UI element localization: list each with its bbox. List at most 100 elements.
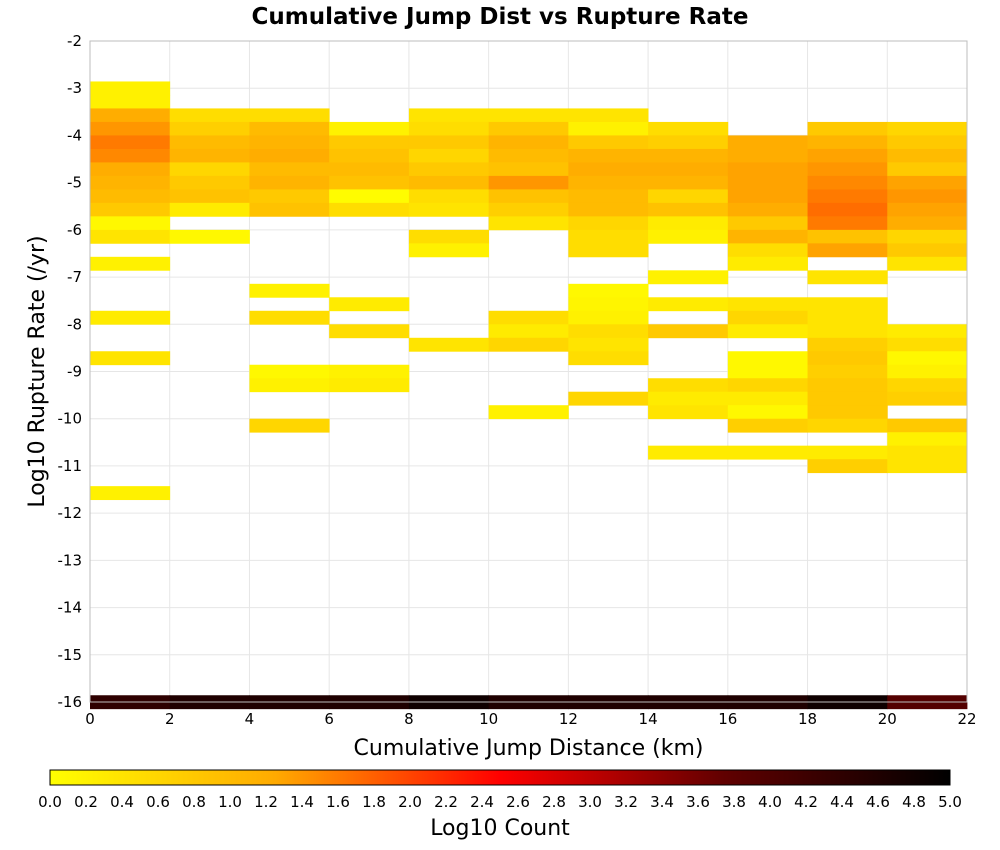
heatmap-cell (887, 324, 968, 339)
heatmap-cell (90, 94, 171, 109)
colorbar-tick-label: 4.2 (794, 793, 818, 811)
heatmap-cell (887, 121, 968, 136)
heatmap-cell (568, 135, 649, 150)
heatmap-cell (807, 229, 888, 244)
heatmap-cell (648, 324, 729, 339)
colorbar-tick-label: 1.4 (290, 793, 314, 811)
heatmap-cell (90, 229, 171, 244)
heatmap-cell (727, 351, 808, 366)
heatmap-cell (807, 364, 888, 379)
heatmap-cell (90, 256, 171, 271)
heatmap-cell (249, 175, 330, 190)
heatmap-cell (90, 121, 171, 136)
y-tick-label: -16 (58, 693, 83, 711)
heatmap-cell (727, 297, 808, 312)
colorbar (49, 769, 951, 786)
x-tick-label: 2 (165, 710, 175, 728)
heatmap-cell (807, 135, 888, 150)
heatmap-cell (727, 229, 808, 244)
heatmap-cell (727, 135, 808, 150)
y-tick-label: -3 (67, 79, 82, 97)
heatmap-cell (329, 148, 410, 163)
heatmap-cell (249, 148, 330, 163)
x-tick-label: 12 (559, 710, 578, 728)
heatmap-cell (887, 162, 968, 177)
heatmap-cell (568, 189, 649, 204)
heatmap-cell (249, 108, 330, 123)
heatmap-cell (90, 351, 171, 366)
colorbar-tick-label: 3.2 (614, 793, 638, 811)
heatmap-cell (408, 189, 490, 204)
heatmap-cell (90, 175, 171, 190)
y-tick-labels: -2 -3 -4 -5 -6 -7 -8 -9 -10 -11 -12 -13 -14 -15 -16 (58, 32, 83, 711)
heatmap-cell (887, 337, 968, 352)
heatmap-cell (169, 189, 250, 204)
heatmap-cell (169, 175, 250, 190)
heatmap-cell (807, 418, 888, 433)
x-tick-label: 14 (639, 710, 658, 728)
heatmap-cell (727, 391, 808, 406)
heatmap-cell (568, 337, 649, 352)
heatmap-cell (887, 135, 968, 150)
heatmap-cell (887, 189, 968, 204)
heatmap-cell (648, 135, 729, 150)
heatmap-cell (887, 256, 968, 271)
heatmap-cell (807, 121, 888, 136)
heatmap-cell (807, 148, 888, 163)
heatmap-cell (568, 324, 649, 339)
heatmap-cell (568, 229, 649, 244)
heatmap-cell (727, 378, 808, 393)
heatmap-cell (488, 121, 569, 136)
y-tick-label: -4 (67, 126, 82, 144)
heatmap-cell (249, 121, 330, 136)
heatmap-cell (807, 337, 888, 352)
heatmap-cell (568, 351, 649, 366)
heatmap-cell (329, 162, 410, 177)
colorbar-tick-label: 1.0 (218, 793, 242, 811)
heatmap-cell (488, 216, 569, 231)
x-tick-label: 0 (85, 710, 95, 728)
heatmap-cell (249, 364, 330, 379)
colorbar-tick-label: 0.8 (182, 793, 206, 811)
heatmap-cell (90, 189, 171, 204)
y-tick-label: -2 (67, 32, 82, 50)
colorbar-tick-labels: 0.0 0.2 0.4 0.6 0.8 1.0 1.2 1.4 1.6 1.8 2.0 2.2 2.4 2… (38, 793, 962, 811)
heatmap-cell (329, 175, 410, 190)
heatmap-cell (90, 108, 171, 123)
heatmap-cell (807, 189, 888, 204)
heatmap-cell (329, 364, 410, 379)
heatmap-cell (488, 324, 569, 339)
colorbar-tick-label: 2.4 (470, 793, 494, 811)
heatmap-cell (329, 189, 410, 204)
heatmap-cell (568, 310, 649, 325)
x-tick-label: 8 (404, 710, 414, 728)
heatmap-cell (329, 297, 410, 312)
colorbar-tick-label: 3.8 (722, 793, 746, 811)
heatmap-cell (488, 310, 569, 325)
heatmap-cell (568, 108, 649, 123)
heatmap-cell (648, 391, 729, 406)
heatmap-cell (807, 378, 888, 393)
y-tick-label: -8 (67, 315, 82, 333)
colorbar-tick-label: 5.0 (938, 793, 962, 811)
heatmap-cell (887, 418, 968, 433)
heatmap-cell (727, 148, 808, 163)
heatmap-cell (648, 216, 729, 231)
heatmap-cell (488, 148, 569, 163)
heatmap-cell (807, 162, 888, 177)
x-tick-labels: 0 2 4 6 8 10 12 14 16 18 20 22 (85, 710, 976, 728)
heatmap-cell (329, 202, 410, 217)
heatmap-cell (887, 391, 968, 406)
heatmap-cell (807, 297, 888, 312)
heatmap-cell (90, 216, 171, 231)
heatmap-cell (807, 391, 888, 406)
heatmap-cell (90, 486, 171, 501)
chart-title: Cumulative Jump Dist vs Rupture Rate (252, 4, 749, 30)
heatmap-cell (169, 162, 250, 177)
heatmap-cell (408, 202, 490, 217)
heatmap-cell (408, 121, 490, 136)
heatmap-cell (727, 364, 808, 379)
heatmap-cell (488, 405, 569, 420)
heatmap-cell (408, 337, 490, 352)
